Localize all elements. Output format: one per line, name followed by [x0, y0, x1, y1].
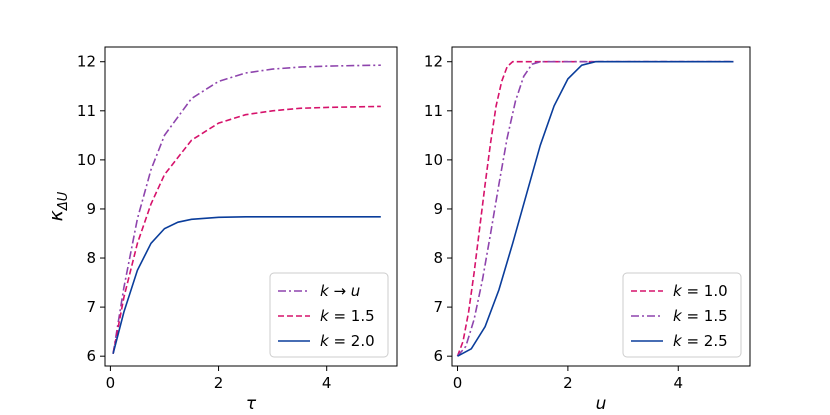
- series-line-3: [457, 60, 734, 357]
- legend-label: k = 2.0: [320, 332, 375, 350]
- y-tick-label: 11: [424, 102, 443, 120]
- plot-frame: [104, 46, 398, 367]
- series-line-1: [112, 64, 381, 354]
- legend-label: k = 1.5: [673, 307, 728, 325]
- y-tick-label: 11: [77, 102, 96, 120]
- y-tick-label: 6: [433, 347, 443, 365]
- legend-label: k → u: [320, 282, 360, 300]
- series-line-2: [112, 105, 381, 354]
- x-tick-label: 2: [214, 374, 224, 392]
- legend-box: [622, 272, 742, 358]
- y-tick-label: 8: [433, 249, 443, 267]
- right-panel: 0 2 4 6 7 8 9 10 11 12 u k = 1.0 k = 1.5 k = 2.5: [424, 46, 751, 414]
- series-line-1: [456, 60, 734, 357]
- legend-box: [269, 272, 389, 358]
- y-tick-label: 7: [433, 298, 443, 316]
- left-panel: 0 2 4 6 7 8 9 10 11 12 τ κΔU k → u k = 1.5 k = 2.0: [45, 46, 398, 414]
- y-axis-label: κΔU: [45, 191, 71, 221]
- legend-label: k = 1.0: [673, 282, 728, 300]
- y-tick-label: 10: [77, 151, 96, 169]
- x-tick-label: 0: [453, 374, 463, 392]
- plot-frame: [451, 46, 751, 367]
- series-line-3: [112, 216, 381, 354]
- y-tick-label: 7: [86, 298, 96, 316]
- legend-label: k = 1.5: [320, 307, 375, 325]
- y-tick-label: 8: [86, 249, 96, 267]
- x-tick-label: 4: [673, 374, 683, 392]
- y-tick-label: 12: [77, 53, 96, 71]
- y-tick-label: 10: [424, 151, 443, 169]
- x-axis-label: τ: [246, 394, 257, 414]
- x-tick-label: 2: [563, 374, 573, 392]
- series-line-2: [456, 60, 734, 357]
- x-tick-label: 0: [106, 374, 116, 392]
- y-tick-label: 12: [424, 53, 443, 71]
- y-tick-label: 9: [86, 200, 96, 218]
- x-tick-label: 4: [322, 374, 332, 392]
- x-axis-label: u: [596, 394, 607, 414]
- y-tick-label: 9: [433, 200, 443, 218]
- legend-label: k = 2.5: [673, 332, 728, 350]
- y-tick-label: 6: [86, 347, 96, 365]
